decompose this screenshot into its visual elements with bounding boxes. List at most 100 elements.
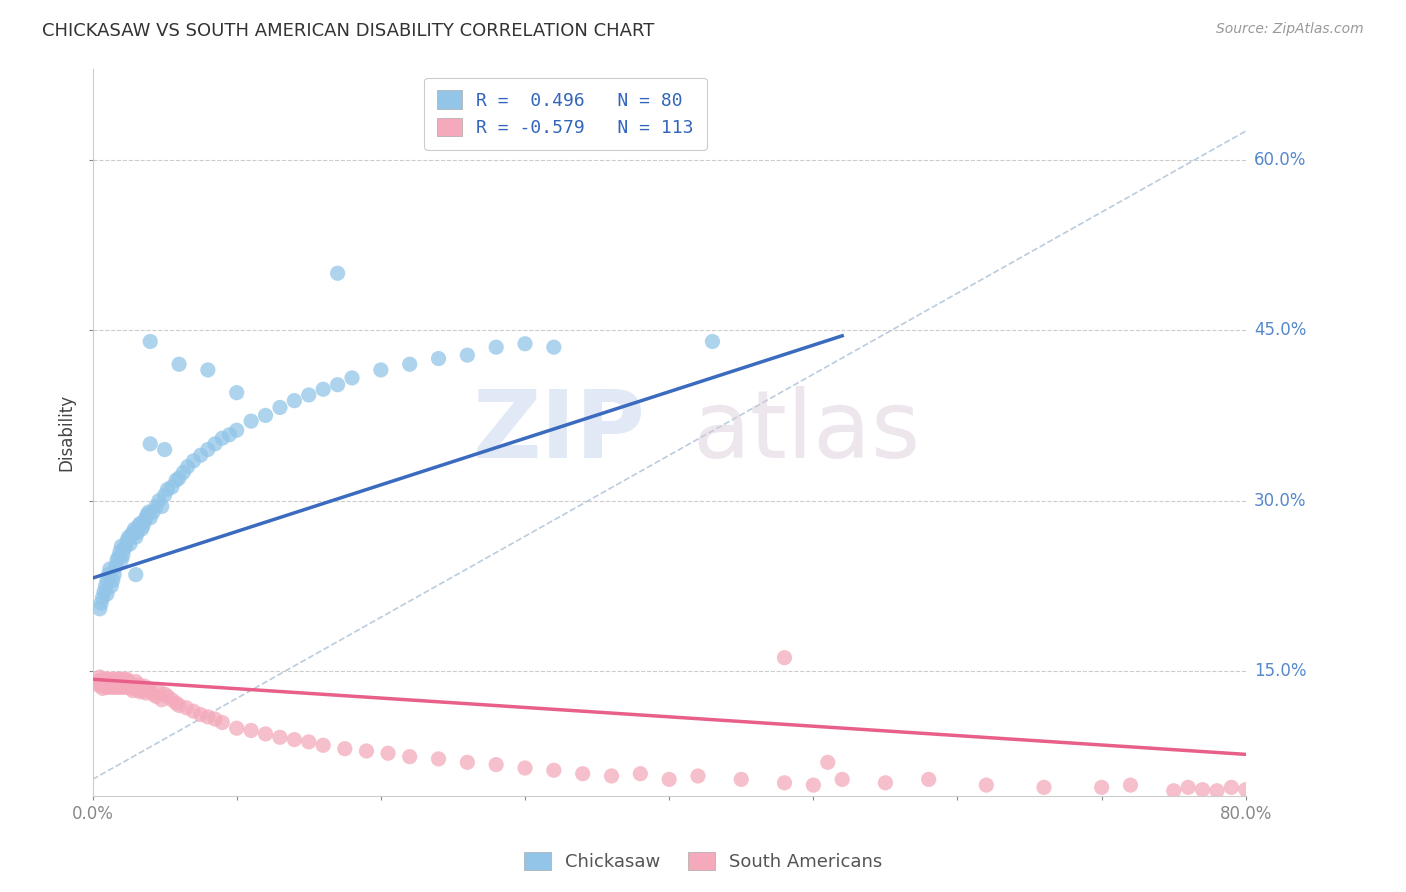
- Point: [127, 682, 149, 697]
- Point: [125, 680, 148, 694]
- Point: [108, 680, 131, 694]
- Point: [121, 681, 143, 696]
- Point: [398, 357, 420, 371]
- Point: [98, 678, 121, 692]
- Point: [269, 401, 291, 415]
- Point: [121, 528, 143, 542]
- Point: [150, 500, 173, 514]
- Point: [183, 454, 205, 468]
- Point: [377, 746, 399, 760]
- Point: [773, 650, 796, 665]
- Text: CHICKASAW VS SOUTH AMERICAN DISABILITY CORRELATION CHART: CHICKASAW VS SOUTH AMERICAN DISABILITY C…: [42, 22, 655, 40]
- Point: [211, 715, 233, 730]
- Point: [686, 769, 709, 783]
- Point: [148, 493, 170, 508]
- Point: [104, 559, 127, 574]
- Point: [160, 692, 183, 706]
- Point: [269, 731, 291, 745]
- Point: [110, 553, 132, 567]
- Point: [94, 579, 117, 593]
- Point: [112, 673, 135, 687]
- Point: [190, 448, 212, 462]
- Point: [174, 700, 197, 714]
- Point: [110, 678, 132, 692]
- Point: [110, 539, 132, 553]
- Point: [283, 732, 305, 747]
- Point: [110, 673, 132, 687]
- Point: [136, 681, 159, 696]
- Point: [142, 687, 165, 701]
- Point: [150, 692, 173, 706]
- Point: [105, 553, 128, 567]
- Point: [172, 465, 194, 479]
- Point: [115, 533, 138, 548]
- Point: [98, 673, 121, 687]
- Point: [197, 442, 219, 457]
- Point: [167, 471, 190, 485]
- Point: [204, 437, 226, 451]
- Point: [89, 601, 111, 615]
- Point: [108, 545, 131, 559]
- Point: [148, 685, 170, 699]
- Point: [93, 673, 115, 687]
- Point: [135, 510, 157, 524]
- Point: [160, 480, 183, 494]
- Point: [112, 541, 135, 556]
- Point: [128, 678, 150, 692]
- Point: [875, 776, 897, 790]
- Point: [176, 459, 198, 474]
- Point: [1234, 782, 1257, 797]
- Point: [571, 766, 593, 780]
- Point: [100, 579, 122, 593]
- Point: [456, 348, 478, 362]
- Point: [1091, 780, 1114, 795]
- Point: [89, 670, 111, 684]
- Text: 45.0%: 45.0%: [1254, 321, 1306, 339]
- Point: [94, 680, 117, 694]
- Point: [128, 518, 150, 533]
- Point: [105, 674, 128, 689]
- Point: [94, 674, 117, 689]
- Point: [114, 539, 136, 553]
- Point: [333, 741, 356, 756]
- Point: [122, 525, 145, 540]
- Point: [129, 685, 152, 699]
- Point: [91, 591, 114, 605]
- Point: [976, 778, 998, 792]
- Point: [131, 680, 153, 694]
- Point: [283, 393, 305, 408]
- Point: [1119, 778, 1142, 792]
- Point: [456, 756, 478, 770]
- Text: atlas: atlas: [692, 386, 921, 478]
- Legend: R =  0.496   N = 80, R = -0.579   N = 113: R = 0.496 N = 80, R = -0.579 N = 113: [425, 78, 707, 150]
- Point: [485, 340, 508, 354]
- Point: [117, 530, 139, 544]
- Text: Source: ZipAtlas.com: Source: ZipAtlas.com: [1216, 22, 1364, 37]
- Point: [135, 686, 157, 700]
- Point: [139, 437, 162, 451]
- Point: [101, 678, 124, 692]
- Point: [107, 678, 129, 692]
- Point: [326, 266, 349, 280]
- Point: [124, 522, 146, 536]
- Point: [658, 772, 681, 787]
- Point: [204, 712, 226, 726]
- Point: [1191, 782, 1213, 797]
- Point: [101, 574, 124, 588]
- Point: [628, 766, 651, 780]
- Point: [1220, 780, 1243, 795]
- Point: [254, 409, 277, 423]
- Point: [125, 530, 148, 544]
- Point: [1206, 784, 1229, 798]
- Point: [326, 377, 349, 392]
- Point: [398, 749, 420, 764]
- Point: [111, 549, 134, 563]
- Point: [183, 704, 205, 718]
- Point: [97, 674, 120, 689]
- Text: 30.0%: 30.0%: [1254, 491, 1306, 509]
- Point: [112, 678, 135, 692]
- Point: [831, 772, 853, 787]
- Point: [118, 678, 141, 692]
- Point: [100, 680, 122, 694]
- Point: [97, 680, 120, 694]
